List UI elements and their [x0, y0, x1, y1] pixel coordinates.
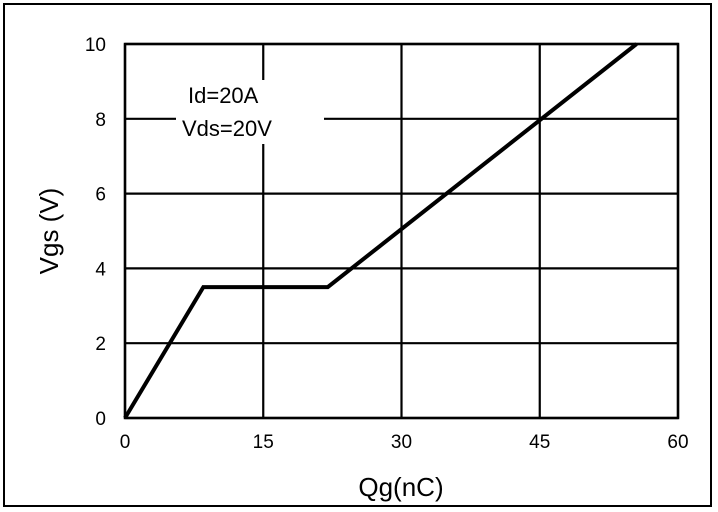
y-tick-label-3: 6: [95, 185, 106, 206]
plot-border: [123, 42, 680, 420]
x-tick-labels: 0 15 30 45 60: [120, 432, 689, 453]
y-tick-label-2: 4: [95, 259, 106, 280]
x-tick-label-3: 45: [529, 432, 550, 453]
annotation-id: Id=20A: [188, 83, 259, 108]
x-tick-label-1: 15: [253, 432, 274, 453]
y-tick-label-4: 8: [95, 110, 106, 131]
x-axis-label: Qg(nC): [358, 472, 443, 502]
y-tick-label-1: 2: [95, 334, 106, 355]
y-tick-labels: 0 2 4 6 8 10: [85, 35, 107, 430]
x-tick-label-4: 60: [667, 432, 688, 453]
plot-area: [123, 42, 680, 420]
series-line-0: [123, 42, 638, 420]
annotation-box: Id=20A Vds=20V: [176, 80, 324, 144]
annotation-vds: Vds=20V: [182, 116, 272, 141]
x-tick-label-2: 30: [391, 432, 412, 453]
x-tick-label-0: 0: [120, 432, 131, 453]
y-tick-label-0: 0: [95, 409, 106, 430]
y-axis-label: Vgs (V): [34, 188, 64, 275]
series-layer: [123, 42, 638, 420]
y-tick-label-5: 10: [85, 35, 106, 56]
chart-frame: [3, 3, 712, 507]
